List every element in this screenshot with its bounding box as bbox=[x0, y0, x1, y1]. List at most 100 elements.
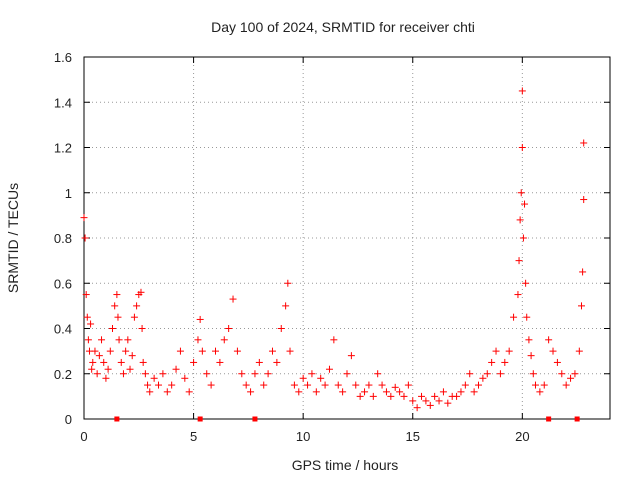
data-point bbox=[124, 336, 132, 344]
zero-marker bbox=[546, 416, 552, 422]
data-point bbox=[141, 370, 149, 378]
data-point bbox=[575, 347, 583, 355]
data-point bbox=[330, 336, 338, 344]
data-point bbox=[488, 358, 496, 366]
data-point bbox=[113, 291, 121, 299]
data-point bbox=[518, 87, 526, 95]
data-point bbox=[84, 336, 92, 344]
data-point bbox=[553, 358, 561, 366]
data-point bbox=[98, 336, 106, 344]
data-point bbox=[475, 381, 482, 389]
data-point bbox=[198, 347, 206, 355]
data-point bbox=[562, 381, 570, 389]
data-point bbox=[176, 347, 184, 355]
data-point bbox=[413, 404, 421, 412]
data-point bbox=[119, 370, 127, 378]
data-point bbox=[194, 336, 202, 344]
data-point bbox=[369, 392, 377, 400]
data-point bbox=[83, 313, 91, 321]
data-point bbox=[268, 347, 276, 355]
data-point bbox=[518, 144, 526, 151]
data-point bbox=[212, 347, 219, 355]
data-point bbox=[89, 358, 97, 366]
data-point bbox=[95, 352, 103, 360]
data-point bbox=[578, 302, 586, 310]
data-point bbox=[190, 358, 198, 366]
data-point bbox=[82, 291, 90, 299]
data-point bbox=[387, 392, 395, 400]
data-point bbox=[282, 302, 290, 310]
data-point bbox=[505, 347, 513, 355]
data-point bbox=[312, 388, 320, 396]
data-point bbox=[396, 388, 404, 396]
data-point bbox=[321, 381, 329, 389]
data-point bbox=[114, 313, 122, 321]
data-point bbox=[308, 370, 316, 378]
data-point bbox=[286, 347, 294, 355]
data-point bbox=[519, 234, 527, 242]
data-point bbox=[91, 347, 99, 355]
y-tick-label: 0 bbox=[65, 412, 72, 427]
data-point bbox=[284, 279, 292, 287]
data-point bbox=[501, 358, 509, 366]
y-tick-label: 1 bbox=[65, 186, 72, 201]
data-point bbox=[238, 370, 246, 378]
data-point bbox=[522, 279, 530, 287]
data-point bbox=[242, 381, 250, 389]
data-point bbox=[426, 401, 434, 409]
data-point bbox=[418, 392, 426, 400]
data-point bbox=[87, 320, 95, 328]
y-tick-label: 1.6 bbox=[54, 50, 72, 65]
data-point bbox=[422, 397, 430, 405]
data-point bbox=[391, 383, 399, 391]
data-point bbox=[233, 347, 241, 355]
data-point bbox=[295, 388, 303, 396]
data-point bbox=[93, 370, 101, 378]
data-point bbox=[558, 370, 566, 378]
data-point bbox=[133, 302, 141, 310]
data-point bbox=[540, 381, 548, 389]
data-point bbox=[404, 381, 412, 389]
data-point bbox=[339, 388, 347, 396]
data-point bbox=[117, 358, 125, 366]
data-point bbox=[457, 388, 465, 396]
grid-lines bbox=[84, 57, 610, 419]
data-point bbox=[510, 313, 518, 321]
data-point bbox=[514, 291, 522, 299]
data-point bbox=[444, 399, 452, 407]
data-point bbox=[247, 388, 255, 396]
data-point bbox=[159, 370, 167, 378]
data-point bbox=[150, 374, 158, 382]
data-point bbox=[155, 381, 163, 389]
data-point bbox=[255, 358, 263, 366]
zero-marker bbox=[197, 416, 203, 422]
data-point bbox=[168, 381, 176, 389]
data-point bbox=[115, 336, 123, 344]
data-point bbox=[567, 374, 575, 382]
data-point bbox=[260, 381, 268, 389]
data-point bbox=[277, 325, 285, 332]
data-point bbox=[523, 313, 531, 321]
data-point bbox=[382, 388, 390, 396]
data-point bbox=[81, 234, 89, 242]
data-point bbox=[352, 381, 360, 389]
x-tick-label: 15 bbox=[406, 429, 420, 444]
data-point bbox=[400, 392, 408, 400]
data-point bbox=[453, 392, 461, 400]
data-point bbox=[580, 139, 588, 147]
data-point bbox=[299, 374, 307, 382]
data-point bbox=[225, 325, 233, 332]
data-point bbox=[181, 374, 189, 382]
data-point bbox=[525, 336, 533, 344]
y-tick-label: 0.4 bbox=[54, 322, 72, 337]
data-point bbox=[126, 365, 134, 373]
plot-area-frame bbox=[83, 56, 611, 420]
data-point bbox=[517, 189, 525, 197]
data-point bbox=[251, 370, 259, 378]
data-series bbox=[80, 87, 588, 422]
data-point bbox=[531, 381, 539, 389]
data-point bbox=[334, 381, 342, 389]
data-point bbox=[128, 352, 136, 360]
data-point bbox=[343, 370, 351, 378]
data-point bbox=[516, 216, 524, 224]
